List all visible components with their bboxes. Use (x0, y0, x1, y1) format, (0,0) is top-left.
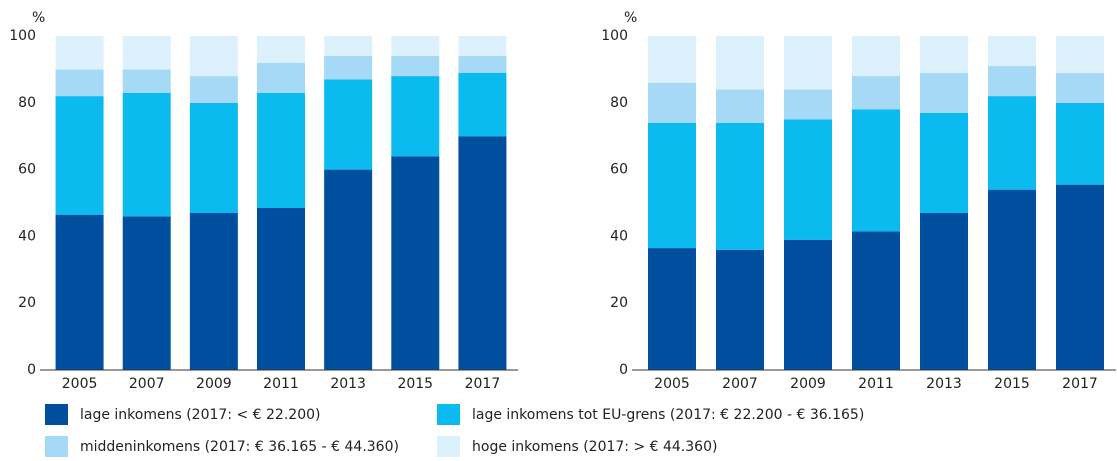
bar-segment (1056, 102, 1104, 185)
bar-segment (324, 36, 373, 57)
bar-segment (391, 56, 440, 77)
bar-segment (458, 56, 507, 73)
bar-segment (324, 56, 373, 80)
y-axis-label: % (32, 10, 45, 26)
y-axis-label: % (624, 10, 637, 26)
x-tick-label: 2007 (722, 376, 758, 392)
bar-segment (55, 96, 104, 215)
bar-segment (852, 109, 900, 232)
bar-segment (716, 89, 764, 123)
bar-segment (784, 239, 832, 370)
bar-segment (391, 36, 440, 57)
bar-segment (458, 136, 507, 370)
bar-segment (716, 249, 764, 370)
bar-segment (257, 62, 305, 93)
bar-segment (852, 76, 900, 110)
bar-segment (920, 112, 968, 214)
bar-segment (391, 156, 440, 370)
y-tick-label: 0 (619, 362, 628, 378)
bar-segment (648, 248, 696, 370)
bar-segment (122, 69, 171, 93)
y-tick-label: 100 (601, 28, 628, 44)
bar-segment (1056, 184, 1104, 370)
bar-segment (1056, 36, 1104, 73)
y-tick-label: 40 (610, 228, 628, 244)
bar-segment (122, 92, 171, 217)
bar-segment (122, 216, 171, 370)
legend-label: middeninkomens (2017: € 36.165 - € 44.36… (80, 439, 399, 455)
bar-segment (391, 76, 440, 157)
bar-segment (852, 231, 900, 370)
bar-segment (920, 213, 968, 370)
bar-segment (1056, 72, 1104, 103)
legend-swatch (437, 436, 460, 457)
bar-segment (324, 79, 373, 170)
x-tick-label: 2009 (196, 376, 232, 392)
x-tick-label: 2011 (858, 376, 894, 392)
bar-segment (852, 36, 900, 77)
bar-segment (920, 36, 968, 73)
bar-segment (920, 72, 968, 113)
x-tick-label: 2011 (263, 376, 299, 392)
x-tick-label: 2017 (1062, 376, 1098, 392)
legend-label: lage inkomens (2017: < € 22.200) (80, 407, 320, 423)
legend-label: hoge inkomens (2017: > € 44.360) (472, 439, 717, 455)
bar-segment (988, 66, 1036, 97)
bar-segment (257, 208, 305, 370)
x-tick-label: 2017 (465, 376, 501, 392)
bar-segment (55, 214, 104, 370)
bar-segment (189, 76, 238, 103)
y-tick-label: 60 (18, 162, 36, 178)
y-tick-label: 0 (27, 362, 36, 378)
bar-segment (458, 72, 507, 137)
x-tick-label: 2005 (62, 376, 98, 392)
bar-segment (988, 96, 1036, 190)
y-tick-label: 40 (18, 228, 36, 244)
bar-segment (648, 82, 696, 123)
bar-segment (189, 36, 238, 77)
x-tick-label: 2005 (654, 376, 690, 392)
bar-segment (189, 102, 238, 214)
bar-segment (988, 189, 1036, 370)
legend-swatch (45, 436, 68, 457)
legend-label: lage inkomens tot EU-grens (2017: € 22.2… (472, 407, 864, 423)
bar-segment (716, 122, 764, 250)
bar-segment (716, 36, 764, 90)
bar-segment (257, 36, 305, 63)
x-tick-label: 2015 (397, 376, 433, 392)
bar-segment (324, 169, 373, 370)
bar-segment (122, 36, 171, 70)
y-tick-label: 60 (610, 162, 628, 178)
bar-segment (189, 213, 238, 370)
bar-segment (55, 69, 104, 97)
y-tick-label: 80 (18, 95, 36, 111)
x-tick-label: 2007 (129, 376, 165, 392)
y-tick-label: 100 (9, 28, 36, 44)
bar-segment (784, 36, 832, 90)
y-tick-label: 20 (610, 295, 628, 311)
x-tick-label: 2015 (994, 376, 1030, 392)
x-tick-label: 2009 (790, 376, 826, 392)
x-tick-label: 2013 (926, 376, 962, 392)
bar-segment (784, 89, 832, 120)
bar-segment (458, 36, 507, 57)
bar-segment (784, 119, 832, 240)
bar-segment (648, 36, 696, 83)
x-tick-label: 2013 (330, 376, 366, 392)
y-tick-label: 80 (610, 95, 628, 111)
legend-swatch (45, 404, 68, 425)
legend-swatch (437, 404, 460, 425)
bar-segment (648, 122, 696, 249)
bar-segment (55, 36, 104, 70)
bar-segment (257, 92, 305, 209)
y-tick-label: 20 (18, 295, 36, 311)
bar-segment (988, 36, 1036, 67)
